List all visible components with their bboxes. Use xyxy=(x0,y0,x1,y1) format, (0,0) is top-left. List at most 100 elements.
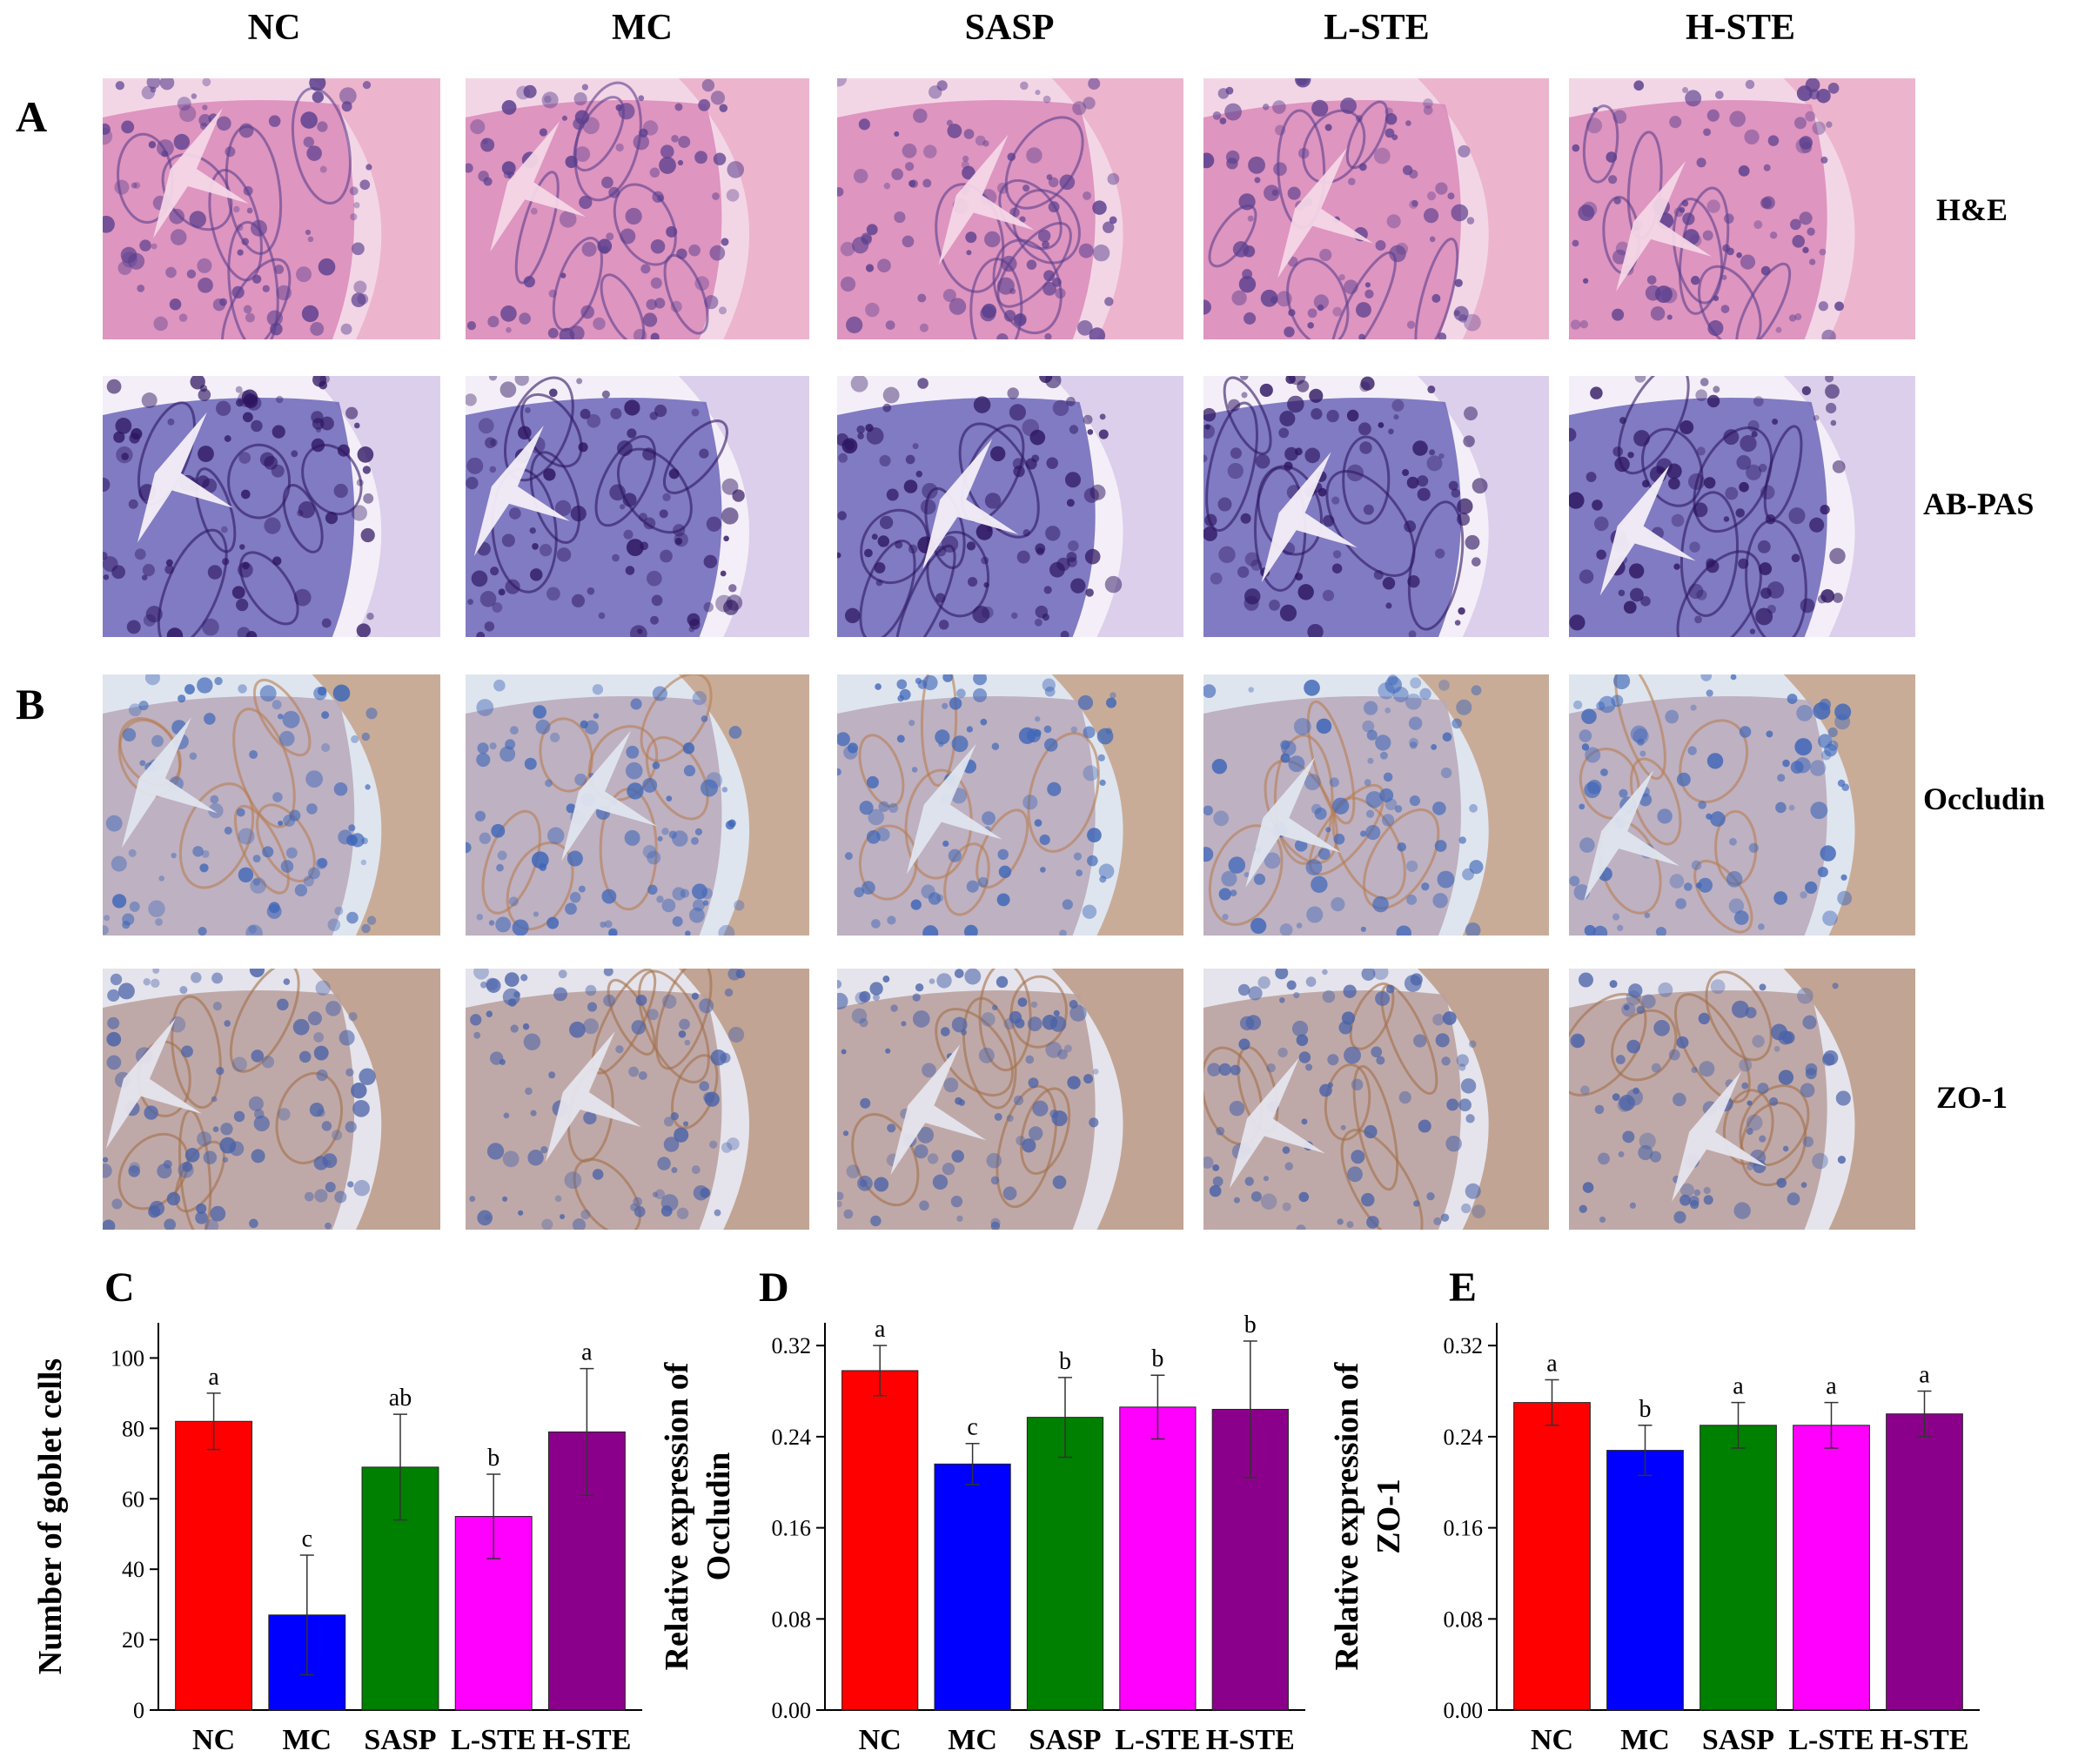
micrograph-he-h-ste xyxy=(1569,78,1915,339)
ytick-label: 0.24 xyxy=(1444,1425,1484,1450)
x-category-label: H-STE xyxy=(542,1724,631,1756)
significance-letter: a xyxy=(581,1339,593,1366)
significance-letter: a xyxy=(1733,1373,1744,1400)
ytick-label: 80 xyxy=(122,1416,144,1441)
column-label-l-ste: L-STE xyxy=(1324,8,1430,48)
ytick-label: 0.00 xyxy=(1444,1698,1484,1723)
ytick-label: 0.00 xyxy=(772,1698,812,1723)
error-bar xyxy=(486,1473,501,1559)
row-label-occludin: Occludin xyxy=(1923,781,2046,816)
bar-d-mc xyxy=(934,1463,1011,1711)
error-bar xyxy=(1917,1390,1932,1438)
x-category-label: SASP xyxy=(1029,1724,1101,1756)
micrograph-he-mc xyxy=(466,78,809,339)
micrograph-abpas-sasp xyxy=(837,376,1183,637)
y-axis-label-line: Relative expression of xyxy=(659,1361,695,1670)
significance-letter: a xyxy=(1919,1362,1930,1389)
x-category-label: SASP xyxy=(1702,1724,1774,1756)
y-axis-label-line: Occludin xyxy=(701,1452,737,1581)
bar-charts-area: C 0 20 40 60 80 100 Number of goblet cells a NC c M… xyxy=(0,1218,2085,1764)
x-category-label: H-STE xyxy=(1880,1724,1968,1756)
x-category-label: L-STE xyxy=(1788,1724,1874,1756)
significance-letter: a xyxy=(1826,1373,1837,1400)
micrograph-zo1-l-ste xyxy=(1203,969,1549,1230)
error-bar xyxy=(1150,1374,1165,1440)
x-category-label: NC xyxy=(859,1724,902,1756)
x-category-label: NC xyxy=(1531,1724,1573,1756)
row-label-abpas: AB-PAS xyxy=(1923,486,2035,521)
bar-charts-svg: C 0 20 40 60 80 100 Number of goblet cells a NC c M… xyxy=(32,1264,1980,1756)
error-bar xyxy=(1058,1377,1072,1459)
panel-letter-d: D xyxy=(759,1264,789,1311)
bar-d-sasp xyxy=(1026,1417,1104,1711)
significance-letter: b xyxy=(1059,1348,1071,1375)
micrograph-zo1-h-ste xyxy=(1569,969,1915,1230)
micrograph-occludin-mc xyxy=(466,674,809,936)
micrograph-occludin-h-ste xyxy=(1569,674,1915,936)
micrograph-he-nc xyxy=(103,78,440,339)
error-bar xyxy=(965,1442,980,1486)
bar-e-l-ste xyxy=(1793,1425,1870,1711)
x-category-label: SASP xyxy=(364,1724,436,1756)
column-label-sasp: SASP xyxy=(964,8,1055,48)
column-label-h-ste: H-STE xyxy=(1685,8,1796,48)
significance-letter: ab xyxy=(389,1385,412,1412)
row-label-zo1: ZO-1 xyxy=(1936,1080,2008,1115)
micrograph-abpas-h-ste xyxy=(1569,376,1915,637)
ytick-label: 20 xyxy=(122,1627,144,1653)
significance-letter: a xyxy=(875,1316,886,1343)
ytick-label: 0.16 xyxy=(1444,1516,1484,1541)
bar-d-nc xyxy=(841,1370,919,1711)
x-category-label: MC xyxy=(1620,1724,1670,1756)
ytick-label: 0.32 xyxy=(772,1333,812,1358)
error-bar xyxy=(1824,1401,1839,1449)
error-bar xyxy=(873,1345,888,1397)
significance-letter: a xyxy=(208,1364,219,1391)
bar-c-nc xyxy=(175,1420,253,1711)
row-label-he: H&E xyxy=(1936,192,2008,227)
x-category-label: L-STE xyxy=(1115,1724,1200,1756)
y-axis-label-line: Relative expression of xyxy=(1329,1361,1365,1670)
bar-e-mc xyxy=(1606,1450,1684,1711)
error-bar xyxy=(1545,1378,1559,1426)
significance-letter: b xyxy=(1151,1345,1163,1372)
micrograph-zo1-mc xyxy=(466,969,809,1230)
error-bar xyxy=(206,1392,221,1451)
ytick-label: 40 xyxy=(122,1557,144,1582)
panel-letter-b: B xyxy=(16,680,45,728)
bar-e-nc xyxy=(1513,1402,1591,1711)
error-bar xyxy=(299,1554,314,1676)
significance-letter: b xyxy=(1244,1311,1257,1338)
micrograph-he-l-ste xyxy=(1203,78,1549,339)
micrograph-abpas-nc xyxy=(103,376,440,637)
micrograph-occludin-nc xyxy=(103,674,440,936)
bar-d-l-ste xyxy=(1119,1406,1197,1711)
micrograph-abpas-l-ste xyxy=(1203,376,1549,637)
significance-letter: c xyxy=(302,1526,312,1553)
micrograph-zo1-sasp xyxy=(837,969,1183,1230)
error-bar xyxy=(393,1413,407,1521)
ytick-label: 0.32 xyxy=(1444,1333,1484,1358)
y-axis-label: Number of goblet cells xyxy=(32,1358,69,1674)
ytick-label: 100 xyxy=(111,1345,144,1371)
error-bar xyxy=(1731,1401,1746,1449)
x-category-label: MC xyxy=(948,1724,997,1756)
significance-letter: c xyxy=(967,1414,977,1441)
micrograph-abpas-mc xyxy=(466,376,809,637)
bar-e-h-ste xyxy=(1886,1413,1963,1711)
significance-letter: b xyxy=(487,1445,499,1472)
error-bar xyxy=(1638,1425,1653,1477)
x-category-label: NC xyxy=(192,1724,235,1756)
ytick-label: 0.16 xyxy=(772,1516,812,1541)
micrograph-he-sasp xyxy=(837,78,1183,339)
x-category-label: L-STE xyxy=(451,1724,536,1756)
ytick-label: 0.08 xyxy=(772,1606,812,1632)
ytick-label: 0.24 xyxy=(772,1425,812,1450)
column-label-mc: MC xyxy=(612,8,673,48)
ytick-label: 0.08 xyxy=(1444,1606,1484,1632)
ytick-label: 0 xyxy=(133,1698,144,1723)
error-bar xyxy=(1243,1340,1257,1479)
x-category-label: MC xyxy=(282,1724,332,1756)
micrograph-occludin-l-ste xyxy=(1203,674,1549,936)
panel-letter-c: C xyxy=(104,1264,135,1311)
